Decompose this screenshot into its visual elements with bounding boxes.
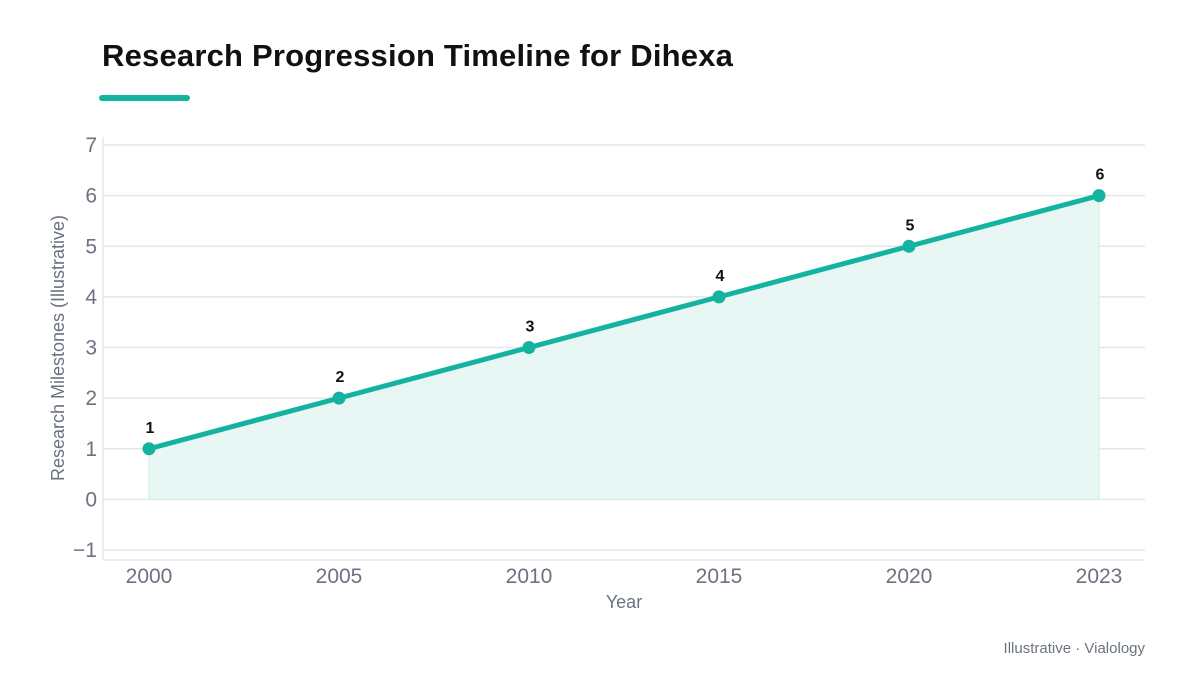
data-point [332,391,346,405]
y-tick-label: 2 [85,387,97,410]
x-tick-labels: 2000 2005 2010 2015 2020 2023 [126,565,1123,588]
series-line-layer [146,193,1102,452]
data-label: 6 [1096,167,1105,184]
data-label: 5 [906,217,915,234]
x-tick-label: 2010 [506,565,553,588]
x-axis-title: Year [606,592,642,612]
y-axis-title: Research Milestones (Illustrative) [48,215,68,481]
y-tick-labels: −1 0 1 2 3 4 5 6 7 [73,134,97,562]
x-tick-label: 2023 [1076,565,1123,588]
x-tick-label: 2015 [696,565,743,588]
data-label: 2 [336,369,345,386]
data-label: 4 [716,268,725,285]
y-tick-label: 4 [85,286,97,309]
title-accent-bar [99,95,190,101]
y-tick-label: −1 [73,539,97,562]
x-tick-label: 2005 [316,565,363,588]
data-point [712,290,726,304]
y-tick-label: 1 [85,438,97,461]
data-labels: 1 2 3 4 5 6 [146,167,1105,437]
y-tick-label: 3 [85,337,97,360]
y-tick-label: 7 [85,134,97,157]
data-label: 3 [526,319,535,336]
x-tick-label: 2020 [886,565,933,588]
y-tick-label: 5 [85,235,97,258]
data-point [902,239,916,253]
source-note: Illustrative · Vialology [1003,640,1145,657]
x-tick-label: 2000 [126,565,173,588]
data-points [142,189,1106,456]
data-point [142,442,156,456]
series-line [146,193,1102,452]
y-tick-label: 6 [85,185,97,208]
data-label: 1 [146,420,155,437]
data-point [522,341,536,354]
data-point [1092,189,1106,203]
y-tick-label: 0 [85,488,97,511]
chart-title: Research Progression Timeline for Dihexa [102,38,734,73]
axes [102,137,1145,561]
